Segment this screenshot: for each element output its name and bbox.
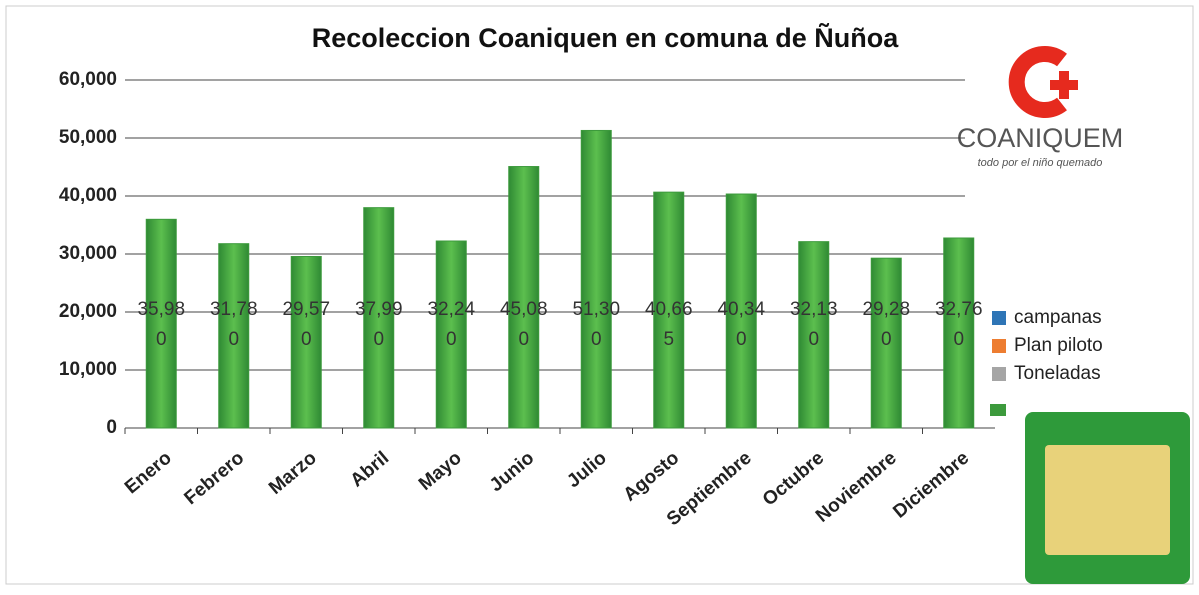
bar [653, 191, 685, 429]
y-tick-label: 30,000 [59, 243, 117, 264]
value-label: 32,240 [427, 299, 476, 350]
legend-label: Toneladas [1014, 363, 1101, 384]
value-label: 45,080 [499, 299, 548, 350]
bar [870, 257, 902, 429]
value-label: 29,280 [862, 299, 911, 350]
bar [218, 243, 250, 429]
bar [725, 193, 757, 429]
bar [798, 241, 830, 429]
logo: COANIQUEM todo por el niño quemado [957, 46, 1124, 169]
bar [508, 166, 540, 429]
legend-swatch [992, 339, 1006, 353]
bar [290, 255, 322, 429]
bar [943, 237, 975, 429]
value-label: 31,780 [209, 299, 258, 350]
logo-tagline: todo por el niño quemado [978, 157, 1103, 169]
legend-swatch [992, 311, 1006, 325]
bag-label [1045, 445, 1170, 555]
y-tick-label: 40,000 [59, 185, 117, 206]
value-label: 40,665 [644, 299, 693, 350]
bar [145, 218, 177, 429]
y-tick-label: 20,000 [59, 301, 117, 322]
legend-swatch [990, 404, 1006, 416]
y-tick-label: 50,000 [59, 127, 117, 148]
y-tick-label: 60,000 [59, 69, 117, 90]
logo-name: COANIQUEM [957, 123, 1124, 153]
value-label: 32,130 [789, 299, 838, 350]
value-label: 51,300 [572, 299, 621, 350]
logo-mark [1008, 46, 1067, 118]
value-label: 29,570 [282, 299, 331, 350]
value-label: 35,980 [137, 299, 186, 350]
legend-swatch [992, 367, 1006, 381]
y-tick-label: 10,000 [59, 359, 117, 380]
chart-title: Recoleccion Coaniquen en comuna de Ñuñoa [312, 22, 900, 53]
bar [580, 129, 612, 429]
y-tick-label: 0 [106, 417, 117, 438]
legend-label: Plan piloto [1014, 335, 1103, 356]
value-label: 40,340 [717, 299, 766, 350]
legend-label: campanas [1014, 307, 1102, 328]
bar [363, 207, 395, 429]
bar [435, 240, 467, 429]
value-label: 32,760 [934, 299, 983, 350]
logo-cross [1059, 71, 1069, 99]
value-label: 37,990 [354, 299, 403, 350]
